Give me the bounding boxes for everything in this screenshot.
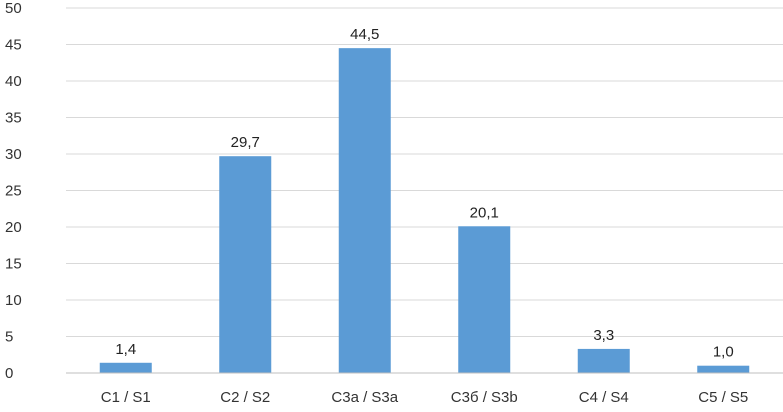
data-label: 3,3	[593, 327, 614, 344]
data-label: 29,7	[231, 134, 260, 151]
y-tick-label: 20	[5, 219, 22, 236]
bar	[458, 226, 511, 373]
y-tick-label: 25	[5, 183, 22, 200]
y-tick-label: 5	[5, 329, 13, 346]
bar	[338, 48, 391, 374]
y-axis-ticks: 0 5 10 15 20 25 30 35 40 45 50	[5, 0, 22, 382]
bar	[219, 156, 272, 373]
data-labels: 1,4 29,7 44,5 20,1 3,3 1,0	[115, 26, 733, 361]
gridlines	[66, 7, 783, 337]
x-tick-label: C5 / S5	[698, 389, 748, 406]
bar	[697, 365, 750, 373]
y-tick-label: 40	[5, 73, 22, 90]
y-tick-label: 50	[5, 0, 22, 17]
x-tick-label: C3б / S3b	[451, 389, 518, 406]
y-tick-label: 30	[5, 146, 22, 163]
data-label: 1,4	[115, 341, 136, 358]
y-tick-label: 45	[5, 37, 22, 54]
data-label: 44,5	[350, 26, 379, 43]
y-tick-label: 10	[5, 292, 22, 309]
x-tick-label: C4 / S4	[579, 389, 629, 406]
x-tick-label: C2 / S2	[220, 389, 270, 406]
x-tick-label: C3a / S3a	[331, 389, 398, 406]
bar	[577, 348, 630, 373]
bars	[99, 48, 750, 374]
bar	[99, 362, 152, 373]
x-axis-ticks: C1 / S1 C2 / S2 C3a / S3a C3б / S3b C4 / S4 C…	[101, 389, 749, 406]
y-tick-label: 15	[5, 256, 22, 273]
y-tick-label: 0	[5, 365, 13, 382]
data-label: 1,0	[713, 344, 734, 361]
data-label: 20,1	[470, 204, 499, 221]
y-tick-label: 35	[5, 110, 22, 127]
x-tick-label: C1 / S1	[101, 389, 151, 406]
